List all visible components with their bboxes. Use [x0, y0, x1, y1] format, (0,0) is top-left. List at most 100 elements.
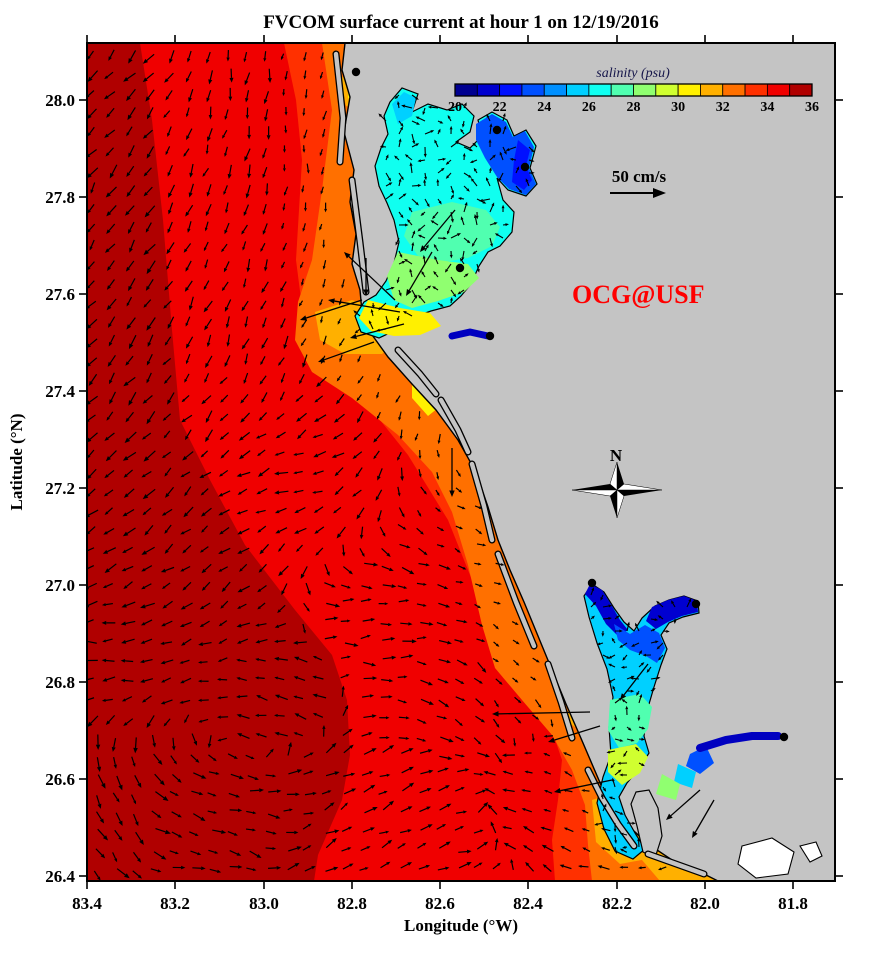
current-arrow-head [619, 644, 623, 648]
current-arrow [90, 70, 99, 79]
current-arrow-head [479, 623, 484, 627]
current-arrow [278, 490, 289, 494]
current-arrow [165, 375, 172, 382]
current-arrow [154, 773, 162, 783]
current-arrow-head [181, 398, 186, 403]
current-arrow-head [315, 551, 320, 556]
current-arrow [397, 524, 404, 529]
current-arrow [208, 754, 215, 760]
current-arrow-head [344, 802, 348, 807]
current-arrow-head [128, 152, 133, 158]
river [696, 732, 782, 752]
current-arrow-head [201, 568, 207, 574]
current-arrow-head [109, 172, 115, 179]
current-arrow-head [207, 136, 211, 142]
current-arrow-head [402, 526, 407, 530]
colorbar-cell [588, 83, 612, 97]
current-arrow-head [331, 584, 336, 588]
current-arrow-head [489, 123, 493, 128]
current-arrow [399, 543, 408, 548]
colorbar-cell [722, 83, 746, 97]
current-arrow-head [221, 287, 226, 292]
current-arrow-head [386, 773, 391, 777]
current-arrow-head [133, 747, 138, 754]
current-arrow [325, 745, 334, 754]
current-arrow-head [499, 151, 503, 156]
current-arrow [400, 467, 403, 477]
current-arrow-head [641, 737, 645, 741]
estuaries-layer [354, 87, 714, 860]
current-arrow [474, 144, 478, 148]
current-arrow [147, 222, 152, 230]
compass-star-facet [616, 489, 625, 519]
current-arrow [89, 468, 97, 477]
current-arrow [438, 786, 447, 792]
current-arrow [626, 676, 632, 680]
current-arrow [438, 602, 447, 607]
current-arrow [247, 184, 251, 195]
current-arrow-head [238, 865, 243, 869]
current-arrow-head [495, 643, 500, 647]
current-arrow-head [331, 454, 337, 458]
current-arrow-head [237, 491, 242, 495]
current-arrow-head [388, 182, 393, 186]
current-arrow-head [350, 333, 357, 340]
current-arrow-head [146, 324, 152, 331]
current-arrow-head [514, 622, 519, 626]
current-arrow [191, 790, 200, 795]
current-arrow [508, 146, 517, 150]
current-arrow-head [312, 490, 316, 494]
current-arrow-head [416, 121, 420, 125]
current-arrow-head [260, 361, 264, 366]
current-arrow-head [550, 723, 554, 728]
current-arrow [584, 789, 590, 792]
current-arrow-head [280, 56, 284, 61]
colorbar-cell [499, 83, 523, 97]
current-arrow-head [619, 865, 623, 869]
current-arrow-head [208, 115, 213, 120]
colorbar-tick-label: 22 [493, 100, 507, 115]
current-arrow-head [469, 148, 474, 152]
current-arrow-head [141, 473, 146, 478]
current-arrow [325, 830, 335, 834]
current-arrow [411, 245, 414, 252]
current-arrow-head [422, 720, 427, 724]
current-arrow [437, 302, 442, 306]
current-arrow-head [418, 473, 422, 478]
current-arrow-head [449, 254, 453, 259]
current-arrow-head [257, 606, 261, 610]
current-arrow [188, 50, 192, 59]
current-arrow-head [459, 526, 464, 530]
current-arrow-head [407, 862, 413, 866]
current-arrow-head [126, 172, 131, 178]
current-arrow-head [440, 528, 445, 532]
compass-star-facet [571, 489, 618, 497]
current-arrow [381, 547, 389, 555]
current-arrow-head [257, 452, 261, 457]
current-arrow-head [140, 679, 145, 683]
current-arrow [265, 91, 270, 100]
current-arrow [148, 353, 153, 363]
current-arrow-head [301, 324, 305, 328]
current-arrow [95, 848, 103, 856]
current-arrow-head [104, 474, 109, 479]
current-arrow [355, 312, 361, 317]
current-arrow [613, 726, 616, 729]
current-arrow [88, 414, 96, 421]
current-arrow [474, 505, 480, 509]
current-arrow-head [250, 756, 255, 760]
current-arrow-head [388, 177, 392, 182]
current-arrow [106, 676, 116, 681]
colorbar-tick-label: 26 [582, 100, 596, 115]
current-arrow-head [161, 585, 166, 589]
current-arrow [222, 600, 229, 607]
current-arrow [90, 715, 99, 724]
current-arrow [183, 528, 192, 534]
current-arrow [437, 584, 445, 589]
current-arrow-head [128, 285, 133, 292]
current-arrow-head [198, 660, 202, 664]
current-arrow [636, 625, 640, 632]
current-arrow-head [219, 473, 223, 477]
current-arrow [473, 677, 481, 683]
current-arrow-head [516, 166, 520, 171]
